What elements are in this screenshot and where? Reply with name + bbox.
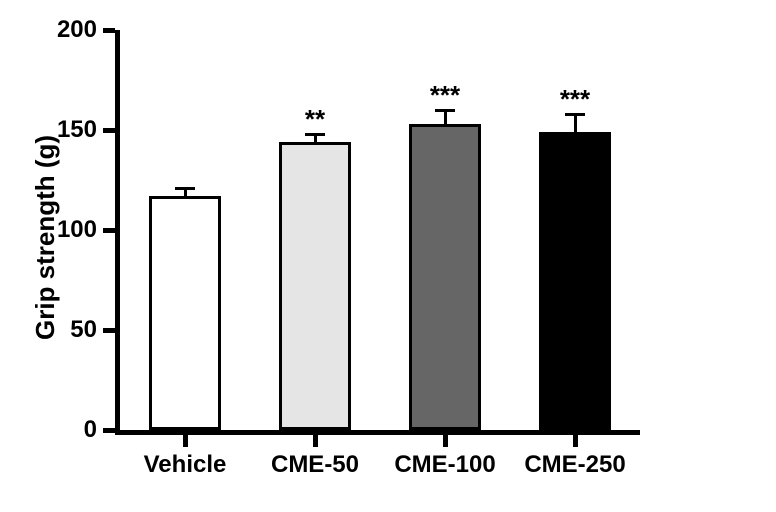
category-label: CME-100 bbox=[380, 451, 510, 479]
bar bbox=[409, 124, 482, 430]
x-axis bbox=[115, 430, 640, 435]
error-bar bbox=[574, 114, 577, 132]
significance-marker: ** bbox=[275, 104, 355, 135]
x-tick bbox=[313, 435, 318, 447]
y-tick bbox=[103, 428, 115, 433]
y-axis bbox=[115, 30, 120, 435]
x-tick bbox=[183, 435, 188, 447]
grip-strength-bar-chart: 050100150200Grip strength (g)Vehicle**CM… bbox=[0, 0, 776, 512]
error-bar-cap bbox=[175, 187, 195, 190]
y-axis-label: Grip strength (g) bbox=[30, 135, 61, 340]
x-tick bbox=[573, 435, 578, 447]
y-tick-label: 200 bbox=[37, 16, 97, 44]
category-label: Vehicle bbox=[120, 451, 250, 479]
significance-marker: *** bbox=[405, 80, 485, 111]
y-tick-label: 0 bbox=[37, 416, 97, 444]
y-tick bbox=[103, 28, 115, 33]
x-tick bbox=[443, 435, 448, 447]
y-tick bbox=[103, 128, 115, 133]
bar bbox=[539, 132, 612, 430]
bar bbox=[279, 142, 352, 430]
y-tick bbox=[103, 328, 115, 333]
error-bar bbox=[444, 110, 447, 124]
category-label: CME-50 bbox=[250, 451, 380, 479]
bar bbox=[149, 196, 222, 430]
y-tick bbox=[103, 228, 115, 233]
category-label: CME-250 bbox=[510, 451, 640, 479]
significance-marker: *** bbox=[535, 84, 615, 115]
